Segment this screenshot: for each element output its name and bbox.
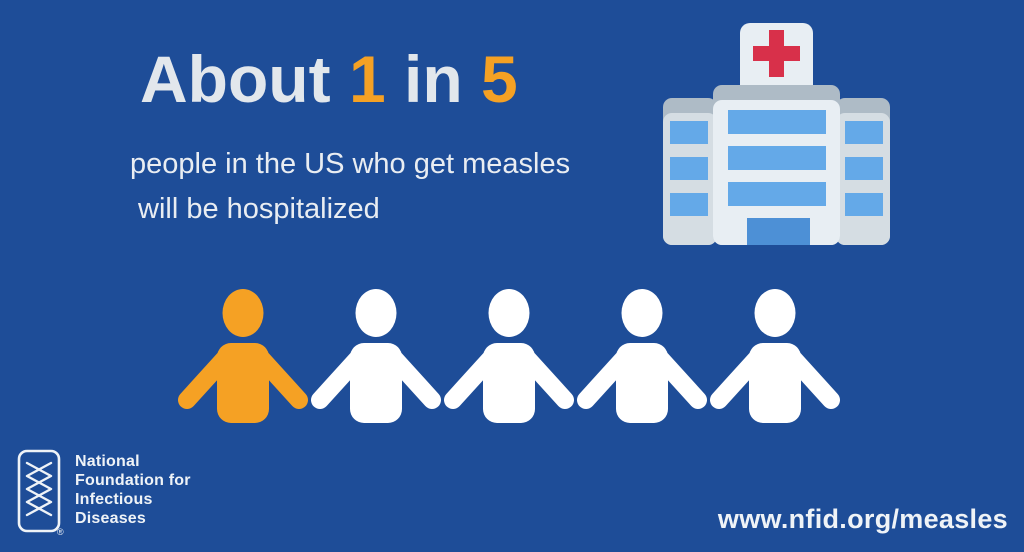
figure-row: [178, 286, 840, 423]
dna-helix-icon: ®: [17, 449, 64, 536]
person-icon: [710, 289, 840, 423]
logo-text-line-3: Infectious: [75, 491, 153, 508]
logo-text-line-4: Diseases: [75, 510, 146, 527]
logo-text-line-2: Foundation for: [75, 472, 191, 489]
registered-trademark-symbol: ®: [57, 527, 64, 536]
footer-url: www.nfid.org/measles: [717, 504, 1008, 534]
subtext-line-1: people in the US who get measles: [130, 148, 571, 180]
hospital-building-icon: [663, 23, 890, 245]
headline-number-5: 5: [481, 42, 518, 116]
headline: About 1 in 5: [140, 46, 518, 112]
logo-text-line-1: National: [75, 453, 140, 470]
nfid-logo: ® National Foundation for Infectious Dis…: [16, 448, 191, 536]
headline-number-1: 1: [348, 42, 386, 116]
person-icon-highlighted: [178, 289, 308, 423]
subtext-line-2: will be hospitalized: [138, 193, 380, 225]
logo-text: National Foundation for Infectious Disea…: [75, 452, 191, 528]
subtext: people in the US who get measles will be…: [130, 142, 570, 232]
headline-word-in: in: [404, 42, 463, 116]
person-icon: [311, 289, 441, 423]
headline-word-about: About: [140, 42, 331, 116]
person-icon: [444, 289, 574, 423]
person-icon: [577, 289, 707, 423]
